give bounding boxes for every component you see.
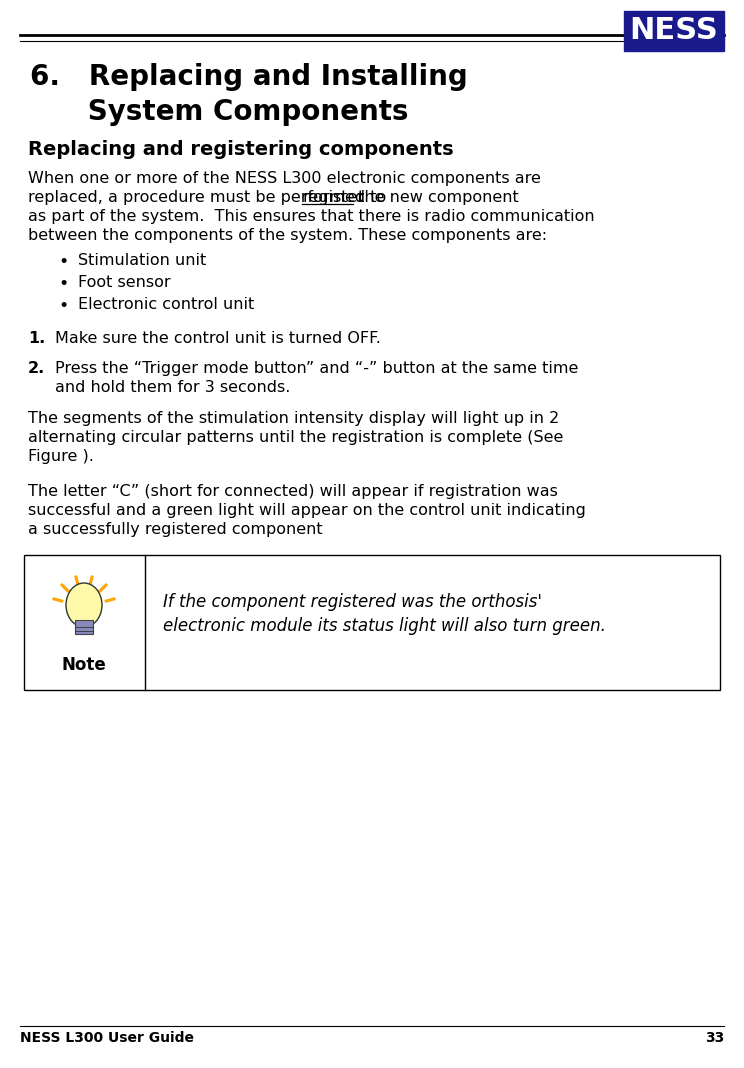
- Text: Press the “Trigger mode button” and “-” button at the same time: Press the “Trigger mode button” and “-” …: [55, 361, 578, 376]
- Ellipse shape: [66, 583, 102, 627]
- Text: •: •: [58, 274, 68, 293]
- Bar: [24, 555, 720, 690]
- Text: •: •: [58, 253, 68, 271]
- Text: electronic module its status light will also turn green.: electronic module its status light will …: [163, 617, 606, 635]
- Text: between the components of the system. These components are:: between the components of the system. Th…: [28, 227, 547, 244]
- Text: 1.: 1.: [28, 331, 45, 346]
- Text: successful and a green light will appear on the control unit indicating: successful and a green light will appear…: [28, 503, 586, 518]
- Text: The letter “C” (short for connected) will appear if registration was: The letter “C” (short for connected) wil…: [28, 484, 558, 499]
- Text: register: register: [302, 190, 365, 205]
- Text: NESS: NESS: [629, 16, 718, 45]
- Text: Foot sensor: Foot sensor: [78, 274, 170, 290]
- Text: Replacing and registering components: Replacing and registering components: [28, 140, 454, 159]
- Text: •: •: [58, 297, 68, 315]
- Text: a successfully registered component: a successfully registered component: [28, 522, 323, 537]
- Text: 33: 33: [705, 1031, 724, 1045]
- Text: 2.: 2.: [28, 361, 45, 376]
- Text: Note: Note: [62, 656, 106, 674]
- Text: The segments of the stimulation intensity display will light up in 2: The segments of the stimulation intensit…: [28, 411, 559, 426]
- Text: 6.   Replacing and Installing: 6. Replacing and Installing: [30, 63, 468, 91]
- Text: When one or more of the NESS L300 electronic components are: When one or more of the NESS L300 electr…: [28, 171, 541, 186]
- Text: Stimulation unit: Stimulation unit: [78, 253, 206, 268]
- Text: Electronic control unit: Electronic control unit: [78, 297, 254, 312]
- Text: as part of the system.  This ensures that there is radio communication: as part of the system. This ensures that…: [28, 209, 594, 224]
- Text: NESS L300 User Guide: NESS L300 User Guide: [20, 1031, 194, 1045]
- Text: alternating circular patterns until the registration is complete (See: alternating circular patterns until the …: [28, 430, 563, 445]
- Text: If the component registered was the orthosis': If the component registered was the orth…: [163, 593, 542, 611]
- Text: replaced, a procedure must be performed to: replaced, a procedure must be performed …: [28, 190, 391, 205]
- Text: Figure ).: Figure ).: [28, 449, 94, 464]
- Text: System Components: System Components: [30, 98, 408, 126]
- Bar: [75, 621, 93, 634]
- Text: and hold them for 3 seconds.: and hold them for 3 seconds.: [55, 380, 290, 395]
- Text: the new component: the new component: [353, 190, 519, 205]
- Text: Make sure the control unit is turned OFF.: Make sure the control unit is turned OFF…: [55, 331, 381, 346]
